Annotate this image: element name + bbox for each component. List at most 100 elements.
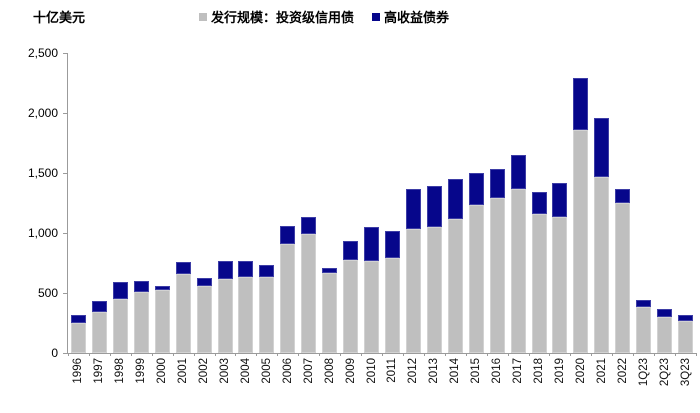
x-axis-label: 2017 bbox=[512, 358, 525, 384]
bar-segment-high-yield bbox=[112, 282, 128, 299]
x-axis-tick bbox=[214, 353, 216, 356]
bar-segment-investment-grade bbox=[70, 323, 86, 353]
x-axis-label: 2002 bbox=[198, 358, 211, 384]
bar-segment-high-yield bbox=[384, 231, 400, 259]
bar-segment-high-yield bbox=[636, 300, 652, 308]
bar-segment-high-yield bbox=[405, 188, 421, 230]
bar-segment-high-yield bbox=[133, 281, 149, 292]
x-axis-tick bbox=[444, 353, 446, 356]
y-axis-tick bbox=[63, 173, 67, 174]
x-axis-tick bbox=[507, 353, 509, 356]
bar-segment-investment-grade bbox=[405, 229, 421, 353]
y-axis-label: 0 bbox=[51, 346, 58, 360]
x-axis-label: 2007 bbox=[302, 358, 315, 384]
bar-segment-investment-grade bbox=[426, 227, 442, 353]
y-axis-tick bbox=[63, 53, 67, 54]
bar-segment-investment-grade bbox=[175, 273, 191, 353]
y-axis-label: 2,000 bbox=[27, 106, 58, 120]
bar-segment-investment-grade bbox=[301, 233, 317, 353]
bar-segment-investment-grade bbox=[154, 290, 170, 353]
x-axis-tick bbox=[696, 353, 697, 356]
x-axis-tick bbox=[633, 353, 635, 356]
bar-segment-high-yield bbox=[175, 261, 191, 274]
legend-item-investment-grade: 发行规模：投资级信用债 bbox=[199, 7, 354, 26]
bar-segment-investment-grade bbox=[510, 188, 526, 353]
x-axis-label: 2003 bbox=[219, 358, 231, 384]
y-axis-label: 1,500 bbox=[27, 166, 58, 180]
x-axis-label: 2005 bbox=[260, 358, 273, 384]
x-axis-label: 2Q23 bbox=[658, 358, 671, 387]
y-axis-label: 500 bbox=[37, 286, 58, 300]
x-axis-tick bbox=[361, 353, 363, 356]
legend-label-investment-grade: 发行规模：投资级信用债 bbox=[211, 10, 355, 25]
bar-segment-high-yield bbox=[154, 285, 170, 290]
x-axis-tick bbox=[151, 353, 153, 356]
y-axis-tick bbox=[63, 233, 67, 234]
legend-swatch-investment-grade bbox=[199, 12, 207, 21]
legend-label-high-yield: 高收益债券 bbox=[384, 10, 450, 25]
bar-segment-investment-grade bbox=[678, 320, 694, 353]
bar-segment-high-yield bbox=[343, 240, 359, 260]
x-axis-tick bbox=[298, 353, 300, 356]
bar-segment-high-yield bbox=[91, 300, 107, 313]
x-axis-tick bbox=[549, 353, 551, 356]
bar-segment-investment-grade bbox=[468, 205, 484, 353]
bar-segment-investment-grade bbox=[343, 260, 359, 353]
x-axis-tick bbox=[88, 353, 90, 356]
bar-segment-high-yield bbox=[615, 189, 631, 203]
x-axis-tick bbox=[528, 353, 530, 356]
legend-swatch-high-yield bbox=[372, 12, 381, 21]
x-axis-tick bbox=[256, 353, 258, 356]
bar-segment-investment-grade bbox=[91, 312, 107, 353]
x-axis-label: 2006 bbox=[281, 358, 294, 384]
plot-area: 0 500 1,000 1,500 2,000 2,500 1996 1997 1998 1999… bbox=[28, 46, 697, 386]
bar-segment-high-yield bbox=[489, 168, 505, 199]
bar-segment-investment-grade bbox=[531, 214, 547, 353]
x-axis-label: 2015 bbox=[470, 358, 483, 384]
x-axis-tick bbox=[109, 353, 111, 356]
x-axis-label: 2012 bbox=[407, 358, 420, 384]
x-axis-tick bbox=[277, 353, 279, 356]
bar-segment-investment-grade bbox=[238, 277, 254, 353]
bar-segment-high-yield bbox=[447, 179, 463, 219]
bar-segment-high-yield bbox=[552, 182, 568, 218]
x-axis-tick bbox=[340, 353, 342, 356]
bar-segment-high-yield bbox=[196, 278, 212, 286]
y-axis-tick bbox=[63, 113, 67, 114]
x-axis-tick bbox=[570, 353, 572, 356]
legend-item-high-yield: 高收益债券 bbox=[372, 7, 449, 26]
bar-segment-investment-grade bbox=[217, 278, 233, 353]
x-axis-tick bbox=[465, 353, 467, 356]
x-axis-tick bbox=[235, 353, 237, 356]
y-axis-label: 1,000 bbox=[27, 226, 58, 240]
x-axis-tick bbox=[423, 353, 425, 356]
x-axis-label: 2020 bbox=[574, 358, 587, 384]
x-axis-tick bbox=[402, 353, 404, 356]
x-axis-tick bbox=[486, 353, 488, 356]
bar-segment-investment-grade bbox=[636, 307, 652, 353]
x-axis-label: 2008 bbox=[323, 358, 336, 384]
x-axis-label: 2019 bbox=[553, 358, 566, 384]
bar-segment-investment-grade bbox=[594, 176, 610, 353]
bar-segment-high-yield bbox=[594, 117, 610, 177]
x-axis-label: 1Q23 bbox=[637, 358, 650, 387]
x-axis-label: 2016 bbox=[491, 358, 504, 384]
bar-segment-high-yield bbox=[510, 155, 526, 189]
x-axis-label: 2021 bbox=[595, 358, 608, 384]
bar-segment-investment-grade bbox=[657, 317, 673, 353]
bar-segment-investment-grade bbox=[280, 244, 296, 353]
x-axis-label: 1998 bbox=[114, 358, 127, 384]
x-axis-tick bbox=[68, 353, 69, 356]
bar-segment-high-yield bbox=[426, 186, 442, 227]
bar-segment-investment-grade bbox=[364, 260, 380, 353]
bar-segment-high-yield bbox=[217, 260, 233, 279]
x-axis-tick bbox=[130, 353, 132, 356]
x-axis-label: 2013 bbox=[428, 358, 441, 384]
bar-segment-investment-grade bbox=[259, 277, 275, 353]
bar-segment-investment-grade bbox=[573, 130, 589, 353]
x-axis-label: 2000 bbox=[156, 358, 169, 384]
x-axis-label: 2001 bbox=[177, 358, 190, 384]
y-axis-tick bbox=[63, 293, 67, 294]
bar-segment-investment-grade bbox=[196, 285, 212, 353]
